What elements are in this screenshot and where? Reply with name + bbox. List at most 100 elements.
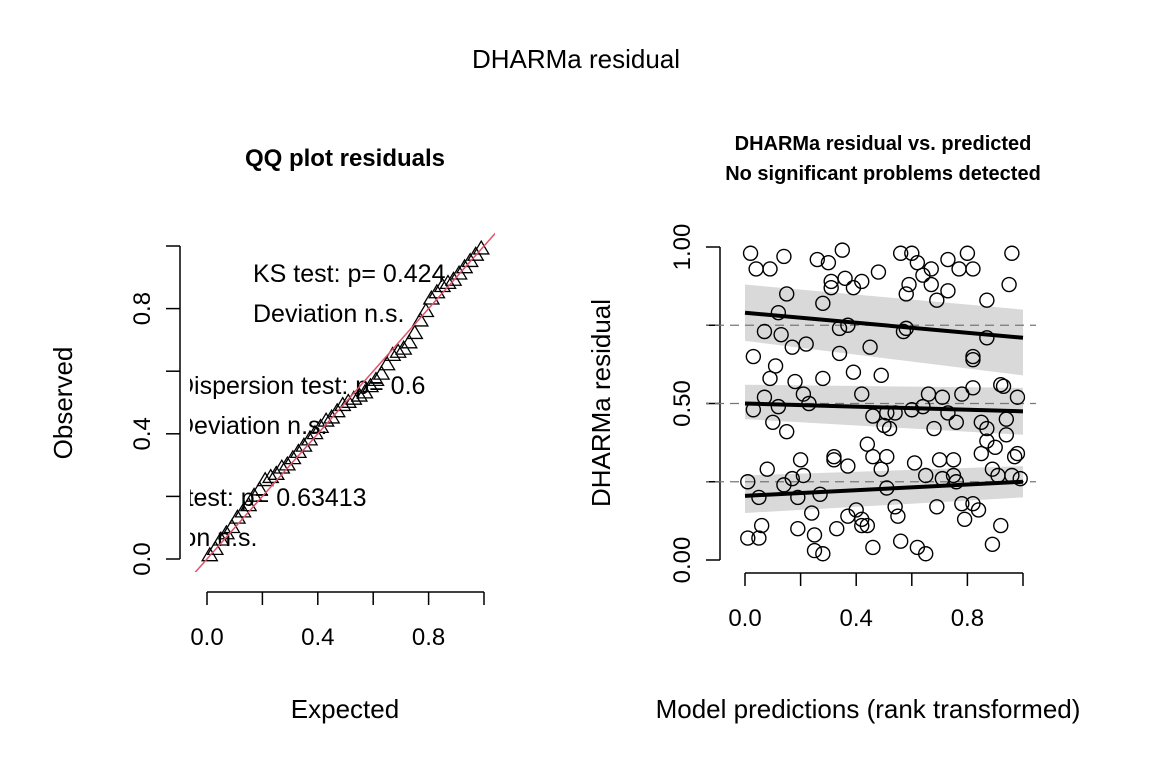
residual-point: [945, 452, 962, 468]
qq-point: [389, 343, 407, 358]
residual-point: [1009, 389, 1026, 405]
qq-point: [239, 496, 258, 512]
residual-point: [951, 261, 967, 277]
residual-point: [795, 386, 812, 402]
residual-point: [770, 305, 787, 321]
residual-point: [854, 386, 870, 402]
residual-point: [948, 474, 964, 490]
residual-point: [748, 261, 764, 277]
residual-point: [773, 326, 789, 343]
qq-x-tick-label: 0.8: [412, 624, 445, 651]
qq-point: [273, 458, 291, 474]
qq-point: [250, 480, 269, 496]
residual-point: [756, 323, 773, 340]
residual-point: [826, 449, 842, 465]
qq-plot-title: QQ plot residuals: [245, 145, 445, 172]
residual-point: [809, 251, 825, 268]
residual-point: [740, 474, 756, 490]
residual-point: [865, 449, 881, 465]
residual-point: [965, 261, 981, 277]
rvp-axes: 0.0 0.4 0.8 0.00 0.50 1.00: [669, 224, 1024, 632]
residual-point: [826, 452, 842, 468]
quantile-fit-line-0.25: [744, 479, 1024, 498]
residual-point: [918, 467, 934, 484]
rvp-y-tick-label: 0.50: [669, 380, 696, 427]
residual-point: [987, 439, 1003, 456]
residual-point: [904, 245, 920, 261]
qq-point: [350, 386, 369, 402]
quantile-band-0.75: [745, 284, 1023, 376]
residual-point: [934, 389, 951, 405]
residual-point: [1006, 449, 1023, 465]
quantile-fit-line-0.75: [744, 310, 1024, 340]
residual-point: [790, 489, 806, 506]
residual-point: [906, 455, 923, 471]
residual-points: [740, 242, 1028, 562]
residual-point: [865, 539, 881, 556]
qq-point: [261, 468, 280, 484]
residual-point: [892, 245, 909, 261]
residual-point: [762, 261, 778, 277]
residual-point: [993, 517, 1009, 534]
residual-point: [998, 427, 1015, 443]
residual-point: [873, 367, 889, 384]
residual-point: [890, 508, 906, 524]
dispersion-deviation-text: Deviation n.s.: [176, 412, 327, 440]
residual-point: [948, 414, 964, 430]
residual-point: [779, 423, 795, 440]
residual-point: [765, 414, 781, 430]
residual-point: [854, 517, 870, 534]
qq-x-axis-title: Expected: [291, 694, 399, 724]
qq-point: [406, 324, 424, 340]
residual-point: [873, 461, 889, 477]
residual-point: [898, 286, 914, 302]
dispersion-test-text: Dispersion test: p= 0.6: [176, 372, 425, 400]
residual-point: [940, 283, 956, 299]
residual-point: [740, 530, 756, 546]
residual-point: [742, 245, 759, 261]
rvp-y-axis-title: DHARMa residual: [586, 299, 616, 507]
qq-point: [411, 311, 430, 327]
residual-point: [762, 370, 778, 387]
residual-point: [1012, 470, 1028, 487]
residual-point: [881, 420, 898, 437]
rvp-x-tick-label: 0.8: [951, 605, 984, 632]
qq-y-tick-label: 0.0: [129, 542, 156, 575]
quantile-fit-line-0.5: [744, 401, 1024, 414]
rvp-x-axis-title: Model predictions (rank transformed): [656, 694, 1081, 724]
residual-point: [901, 276, 917, 293]
residual-point: [879, 449, 895, 465]
residual-point: [823, 279, 839, 296]
residual-vs-predicted-panel: DHARMa residual vs. predicted No signifi…: [586, 133, 1080, 724]
residual-point: [831, 345, 848, 362]
residual-point: [895, 323, 912, 340]
quantile-fit-lines: [744, 310, 1024, 498]
residual-point: [870, 264, 887, 280]
rvp-x-tick-label: 0.4: [840, 605, 873, 632]
residual-point: [815, 295, 831, 312]
qq-point: [372, 365, 391, 380]
residual-point: [854, 273, 870, 290]
residual-point: [923, 276, 939, 293]
residual-point: [779, 286, 795, 302]
residual-point: [840, 458, 856, 474]
residual-point: [776, 248, 792, 265]
ks-test-text: KS test: p= 0.424: [253, 260, 446, 288]
outlier-test-text: Outlier test: p= 0.63413: [106, 484, 367, 512]
residual-point: [915, 267, 931, 283]
residual-point: [965, 351, 981, 368]
residual-point: [837, 270, 853, 286]
residual-point: [804, 505, 820, 521]
residual-point: [798, 336, 814, 352]
residual-point: [753, 517, 770, 534]
residual-point: [790, 521, 806, 537]
qq-points: [201, 239, 490, 562]
residual-point: [979, 330, 995, 346]
qq-point: [378, 355, 396, 371]
residual-point: [806, 527, 823, 543]
qq-plot-panel: QQ plot residuals Expected Observed 0.0 0…: [48, 145, 495, 724]
residual-point: [751, 530, 767, 546]
residual-point: [767, 358, 784, 374]
residual-point: [823, 273, 839, 290]
